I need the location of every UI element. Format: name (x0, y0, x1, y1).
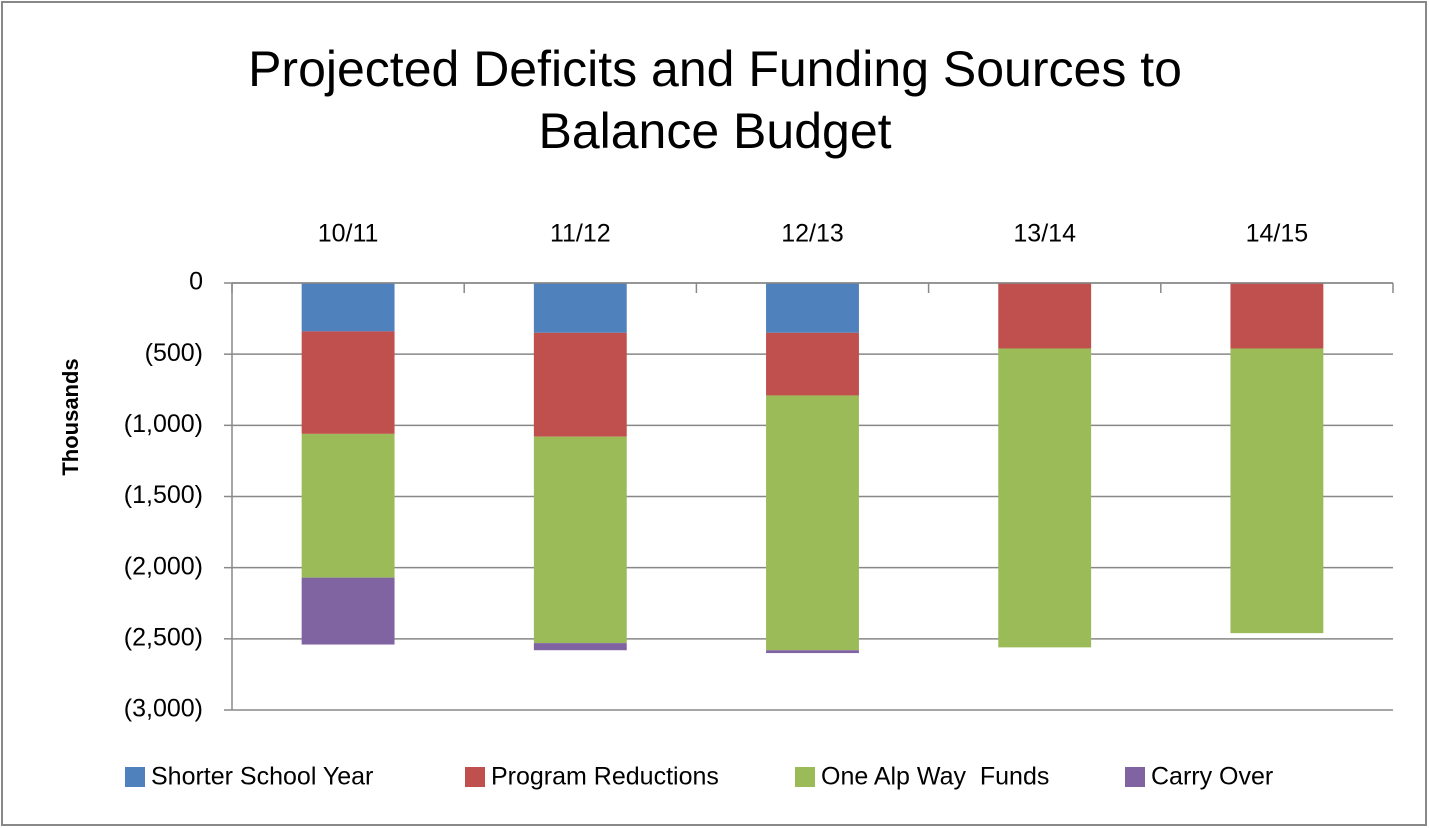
bar-segment (301, 283, 395, 332)
bar-segment (533, 436, 627, 644)
y-axis-label: Thousands (58, 358, 83, 475)
legend-label: Program Reductions (491, 763, 719, 791)
bar-segment (998, 283, 1092, 349)
legend-swatch (795, 767, 815, 787)
bar-segment (1230, 283, 1324, 349)
bar-segment (766, 650, 859, 654)
y-tick-label: (3,000) (124, 695, 203, 723)
x-tick-label: 11/12 (550, 220, 611, 248)
bar-segment (301, 577, 395, 645)
y-tick-label: 0 (189, 268, 203, 296)
legend-swatch (1125, 767, 1145, 787)
y-tick-label: (2,500) (124, 623, 203, 651)
legend-swatch (125, 767, 145, 787)
bar-segment (1230, 348, 1324, 634)
bar-segment (301, 433, 395, 578)
bar-segment (533, 643, 627, 651)
bar-segment (766, 283, 859, 333)
bar-segment (301, 331, 395, 434)
bar-segment (766, 332, 859, 396)
bar-segment (533, 332, 627, 437)
legend-label: Shorter School Year (151, 763, 373, 791)
x-tick-label: 10/11 (318, 220, 379, 248)
y-tick-label: (1,500) (124, 481, 203, 509)
legend-label: One Alp Way Funds (821, 763, 1049, 791)
x-tick-label: 13/14 (1013, 220, 1076, 248)
bar-segment (766, 395, 859, 651)
bar-segment (998, 348, 1092, 648)
y-tick-label: (500) (145, 339, 203, 367)
y-tick-label: (1,000) (124, 410, 203, 438)
x-tick-label: 12/13 (781, 220, 844, 248)
legend-label: Carry Over (1151, 763, 1273, 791)
bar-segment (533, 283, 627, 333)
y-tick-label: (2,000) (124, 552, 203, 580)
chart-title: Projected Deficits and Funding Sources t… (248, 41, 1182, 159)
x-tick-label: 14/15 (1246, 220, 1309, 248)
legend-swatch (465, 767, 485, 787)
